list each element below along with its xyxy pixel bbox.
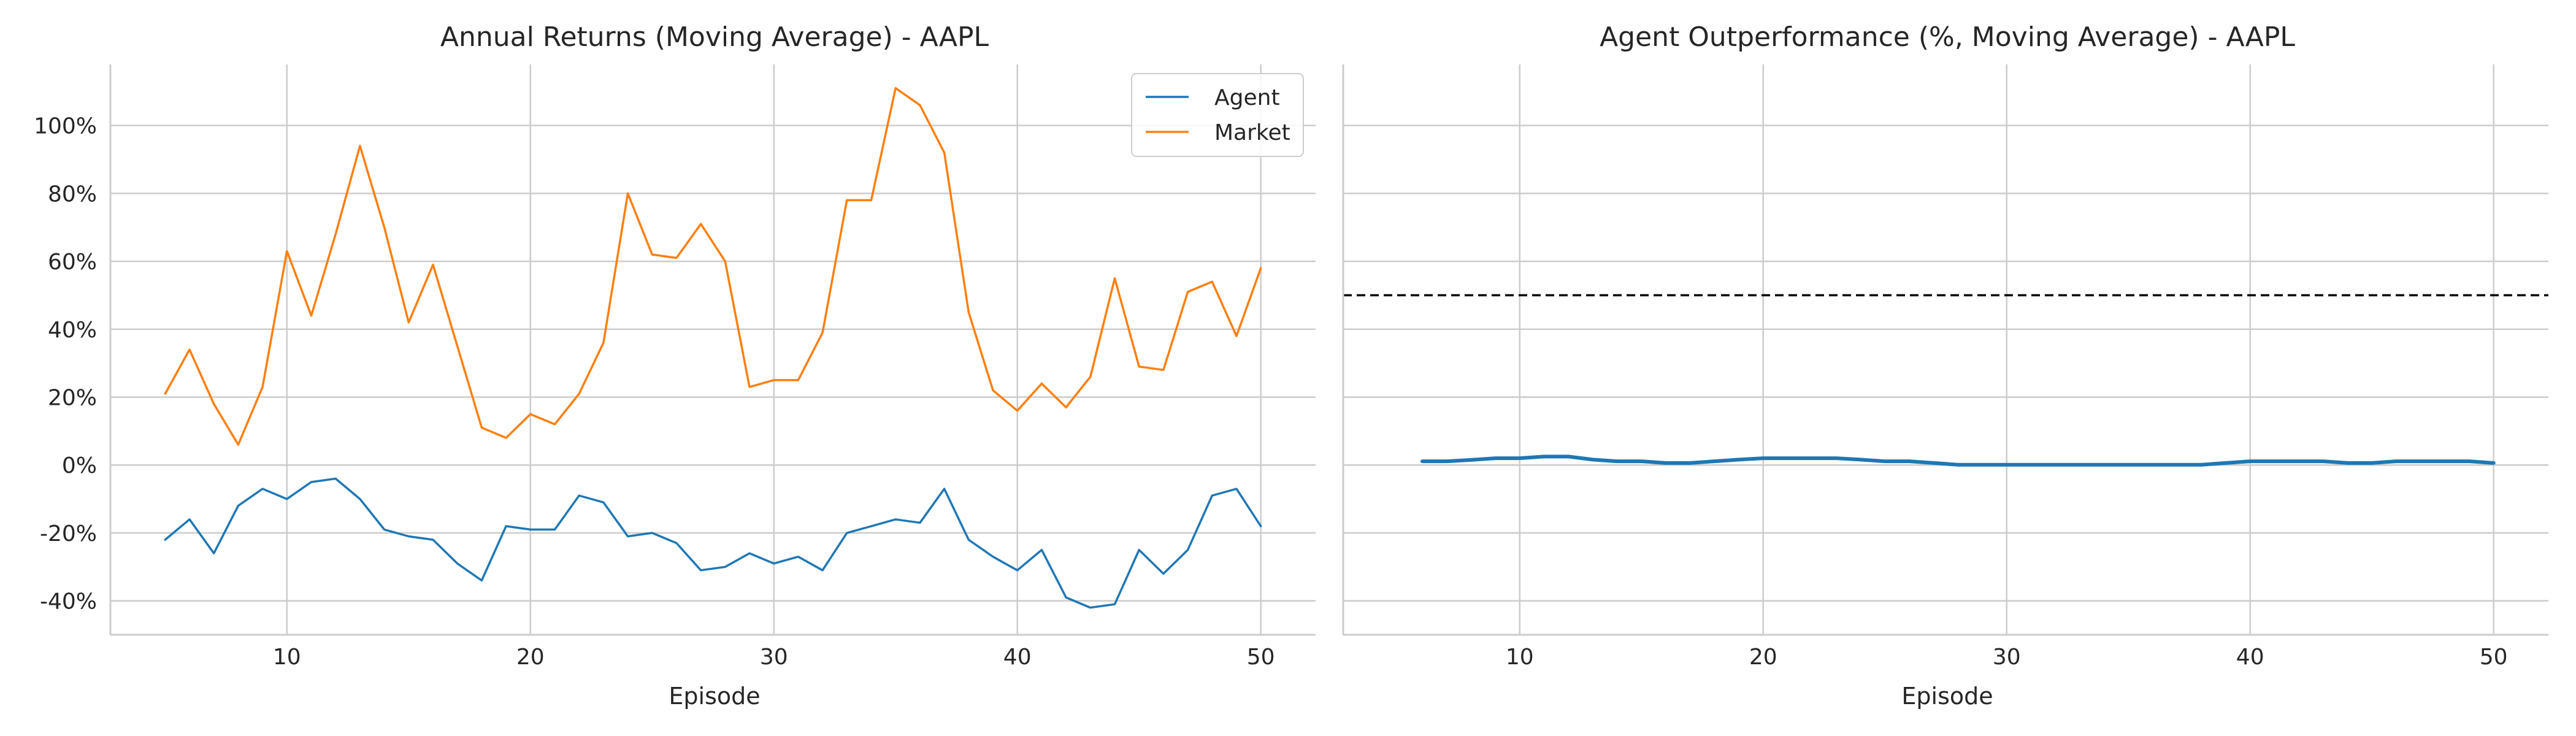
y-tick-label: 0% bbox=[62, 453, 97, 478]
y-tick-label: 20% bbox=[48, 386, 97, 411]
y-tick-label: 100% bbox=[34, 114, 97, 139]
outperformance-axes bbox=[1342, 64, 2548, 636]
x-tick-label: 20 bbox=[516, 645, 545, 670]
outperformance-line bbox=[1420, 454, 2496, 467]
x-tick-label: 50 bbox=[2480, 645, 2508, 670]
x-tick-label: 40 bbox=[2236, 645, 2264, 670]
legend-frame bbox=[1131, 73, 1304, 157]
y-tick-label: -40% bbox=[40, 589, 97, 615]
x-tick-label: 30 bbox=[760, 645, 788, 670]
annual-returns-grid bbox=[110, 64, 1316, 635]
x-tick-label: 40 bbox=[1003, 645, 1032, 670]
annual-returns-y-ticks: -40% -20% 0% 20% 40% 60% 80% 100% bbox=[34, 114, 97, 615]
x-tick-label: 30 bbox=[1993, 645, 2021, 670]
legend-label-agent: Agent bbox=[1214, 85, 1280, 110]
y-tick-label: -20% bbox=[40, 521, 97, 546]
annual-returns-title: Annual Returns (Moving Average) - AAPL bbox=[440, 21, 989, 53]
y-tick-label: 60% bbox=[48, 250, 97, 275]
x-tick-label: 20 bbox=[1749, 645, 1777, 670]
annual-returns-axes bbox=[109, 64, 1316, 636]
outperformance-panel: Agent Outperformance (%, Moving Average)… bbox=[1342, 21, 2548, 710]
outperformance-x-axis-label: Episode bbox=[1901, 683, 1993, 710]
annual-returns-series bbox=[164, 86, 1262, 609]
market-line bbox=[164, 86, 1262, 446]
x-tick-label: 10 bbox=[1506, 645, 1534, 670]
x-tick-label: 10 bbox=[273, 645, 301, 670]
annual-returns-x-axis-label: Episode bbox=[669, 683, 760, 710]
annual-returns-x-ticks: 10 20 30 40 50 bbox=[273, 645, 1275, 670]
y-tick-label: 40% bbox=[48, 318, 97, 343]
outperformance-x-ticks: 10 20 30 40 50 bbox=[1506, 645, 2508, 670]
legend-label-market: Market bbox=[1214, 120, 1290, 145]
y-tick-label: 80% bbox=[48, 182, 97, 207]
x-tick-label: 50 bbox=[1247, 645, 1275, 670]
outperformance-series bbox=[1420, 454, 2496, 467]
outperformance-grid bbox=[1343, 64, 2548, 635]
outperformance-title: Agent Outperformance (%, Moving Average)… bbox=[1600, 21, 2295, 53]
agent-line bbox=[164, 477, 1262, 609]
annual-returns-legend: Agent Market bbox=[1131, 73, 1304, 157]
annual-returns-panel: Annual Returns (Moving Average) - AAPL 1… bbox=[34, 21, 1316, 710]
